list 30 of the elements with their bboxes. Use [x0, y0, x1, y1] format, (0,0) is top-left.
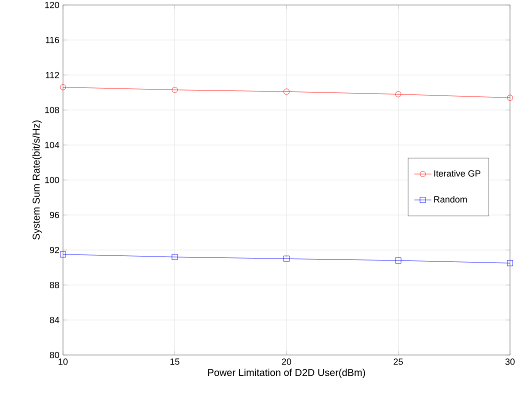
point — [284, 88, 290, 95]
point — [507, 94, 513, 101]
point — [172, 86, 178, 93]
y-tick-label: 100 — [45, 176, 60, 184]
y-tick-label: 88 — [50, 282, 60, 288]
y-tick-label: 108 — [45, 106, 60, 114]
y-tick-label: 80 — [50, 352, 60, 358]
x-tick-label: 10 — [58, 358, 68, 365]
point — [395, 258, 402, 264]
point — [172, 254, 178, 260]
y-tick-label: 120 — [45, 2, 60, 8]
y-tick-label: 96 — [50, 212, 60, 218]
x-tick-label: 20 — [282, 358, 292, 365]
point — [284, 256, 290, 262]
y-tick-label: 116 — [46, 36, 60, 44]
y-tick-label: 112 — [46, 72, 60, 78]
y-tick-label: 104 — [45, 142, 60, 148]
point — [60, 84, 66, 90]
point — [507, 260, 513, 266]
legend-label: Random — [434, 196, 467, 203]
y-tick-label: 84 — [50, 316, 60, 324]
x-tick-label: 30 — [505, 358, 515, 365]
legend-label: Iterative GP — [434, 170, 480, 177]
point — [60, 251, 66, 258]
point — [395, 91, 402, 98]
x-tick-label: 25 — [394, 358, 403, 365]
x-tick-label: 15 — [170, 358, 180, 365]
y-tick-label: 92 — [50, 246, 60, 254]
x-axis-title: Power Limitation of D2D User(dBm) — [208, 368, 366, 378]
y-axis-title: System Sum Rate(bit/s/Hz) — [32, 120, 42, 240]
